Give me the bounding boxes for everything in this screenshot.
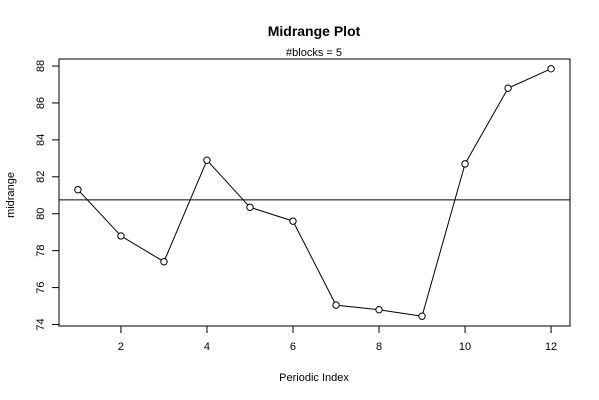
series-segment [382, 309, 419, 317]
series-segment [164, 162, 207, 259]
x-tick-label: 8 [376, 341, 382, 353]
y-tick-label: 78 [35, 245, 47, 257]
series-segment [123, 237, 162, 261]
data-point [74, 186, 82, 194]
data-point [117, 232, 125, 240]
x-tick-label: 6 [290, 341, 296, 353]
x-axis-label: Periodic Index [279, 372, 349, 384]
data-point [504, 84, 512, 92]
x-tick-label: 4 [204, 341, 210, 353]
y-tick-label: 82 [35, 171, 47, 183]
y-tick-label: 88 [35, 60, 47, 72]
y-tick-label: 74 [35, 318, 47, 330]
x-tick-label: 10 [459, 341, 471, 353]
y-tick-label: 76 [35, 281, 47, 293]
data-point [289, 217, 297, 225]
y-axis-label: midrange [5, 172, 17, 218]
x-tick-label: 12 [545, 341, 557, 353]
data-point [418, 312, 426, 320]
y-tick-label: 80 [35, 208, 47, 220]
data-point [461, 160, 469, 168]
y-axis: 74 76 78 80 82 84 86 88 [35, 60, 59, 331]
x-tick-label: 2 [118, 341, 124, 353]
chart-title: Midrange Plot [268, 23, 361, 39]
series-segment [510, 69, 549, 88]
series-segment [252, 207, 291, 221]
data-point [203, 156, 211, 164]
series-segment [79, 191, 120, 234]
data-point [547, 65, 555, 73]
x-axis: 2 4 6 8 10 12 [118, 326, 557, 353]
data-point [246, 203, 254, 211]
y-tick-label: 84 [35, 134, 47, 146]
data-point [375, 306, 383, 314]
plot-frame [58, 58, 571, 327]
series-segment [294, 223, 335, 303]
series-segment [466, 90, 507, 162]
chart-subtitle: #blocks = 5 [286, 47, 342, 59]
data-point [160, 258, 168, 266]
midrange-series [74, 65, 555, 320]
data-point [332, 301, 340, 309]
series-segment [339, 304, 376, 310]
series-segment [422, 166, 465, 314]
series-segment [208, 162, 249, 206]
y-tick-label: 86 [35, 97, 47, 109]
